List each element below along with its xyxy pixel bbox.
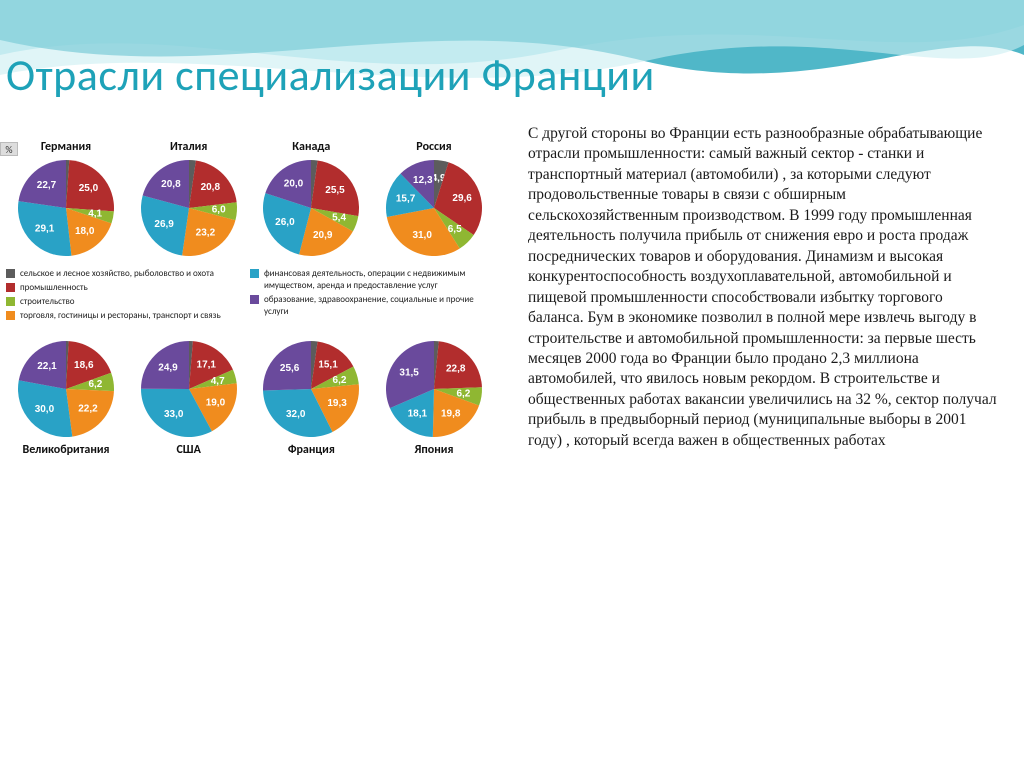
pie-cell: 0,918,66,222,230,022,1Великобритания	[6, 339, 126, 457]
legend-column: финансовая деятельность, операции с недв…	[250, 268, 494, 325]
pie-country-title: США	[129, 443, 249, 457]
legend-item: сельское и лесное хозяйство, рыболовство…	[6, 268, 250, 280]
slice-label: 31,5	[399, 367, 419, 378]
slice-label: 22,1	[37, 360, 57, 371]
pie-cell: Канада2,225,55,420,926,020,0	[251, 140, 371, 258]
page-title: Отрасли специализации Франции	[6, 48, 655, 102]
pie-chart: 1,317,14,719,033,024,9	[139, 339, 239, 439]
legend-item: строительство	[6, 296, 250, 308]
legend-label: финансовая деятельность, операции с недв…	[264, 268, 494, 292]
pie-chart: 4,929,66,531,015,712,3	[384, 158, 484, 258]
slice-label: 29,6	[452, 193, 472, 204]
slice-label: 6,2	[333, 375, 347, 386]
legend-label: строительство	[20, 296, 75, 308]
legend-item: торговля, гостиницы и рестораны, транспо…	[6, 310, 250, 322]
pie-country-title: Россия	[374, 140, 494, 154]
slice-label: 20,8	[161, 179, 181, 190]
pie-country-title: Великобритания	[6, 443, 126, 457]
legend-swatch	[6, 283, 15, 292]
pie-country-title: Италия	[129, 140, 249, 154]
content-wrap: % Германия1,125,04,118,029,122,7Италия2,…	[0, 120, 1024, 760]
slice-label: 19,8	[441, 408, 461, 419]
slice-label: 19,3	[328, 398, 348, 409]
pie-chart: 2,215,16,219,332,025,6	[261, 339, 361, 439]
slice-label: 22,7	[37, 180, 57, 191]
slice-label: 26,0	[275, 217, 295, 228]
legend-swatch	[6, 311, 15, 320]
legend-label: образование, здравоохранение, социальные…	[264, 294, 494, 318]
legend-label: промышленность	[20, 282, 88, 294]
slice-label: 25,0	[79, 183, 99, 194]
text-area: С другой стороны во Франции есть разнооб…	[500, 120, 1024, 760]
pie-row: 0,918,66,222,230,022,1Великобритания1,31…	[6, 339, 494, 457]
slice-label: 33,0	[164, 409, 184, 420]
pie-cell: Германия1,125,04,118,029,122,7	[6, 140, 126, 258]
slice-label: 6,2	[88, 379, 102, 390]
pie-cell: Россия4,929,66,531,015,712,3	[374, 140, 494, 258]
pie-country-title: Франция	[251, 443, 371, 457]
slice-label: 29,1	[35, 223, 55, 234]
pie-country-title: Канада	[251, 140, 371, 154]
slice-label: 25,6	[280, 362, 300, 373]
slice-label: 15,7	[396, 194, 416, 205]
pie-cell: 1,317,14,719,033,024,9США	[129, 339, 249, 457]
slice-label: 31,0	[412, 230, 432, 241]
slice-label: 20,9	[313, 230, 333, 241]
legend-swatch	[250, 295, 259, 304]
legend-column: сельское и лесное хозяйство, рыболовство…	[6, 268, 250, 325]
legend-label: торговля, гостиницы и рестораны, транспо…	[20, 310, 221, 322]
slice-label: 18,6	[74, 359, 94, 370]
legend-swatch	[6, 297, 15, 306]
slice-label: 18,1	[408, 408, 428, 419]
slice-label: 19,0	[205, 397, 225, 408]
slice-label: 25,5	[326, 185, 346, 196]
slice-label: 24,9	[158, 362, 178, 373]
legend-label: сельское и лесное хозяйство, рыболовство…	[20, 268, 214, 280]
slice-label: 23,2	[195, 227, 215, 238]
chart-area: % Германия1,125,04,118,029,122,7Италия2,…	[0, 120, 500, 760]
slice-label: 15,1	[319, 359, 339, 370]
slice-label: 30,0	[35, 404, 55, 415]
slice-label: 6,2	[456, 388, 470, 399]
legend-item: финансовая деятельность, операции с недв…	[250, 268, 494, 292]
pie-chart: 2,320,86,023,226,920,8	[139, 158, 239, 258]
slice-label: 20,0	[284, 179, 304, 190]
slice-label: 12,3	[413, 175, 433, 186]
pie-chart: 0,918,66,222,230,022,1	[16, 339, 116, 439]
percent-badge: %	[0, 142, 18, 156]
slice-label: 22,8	[446, 363, 466, 374]
legend-item: промышленность	[6, 282, 250, 294]
slice-label: 26,9	[154, 219, 174, 230]
pie-cell: Италия2,320,86,023,226,920,8	[129, 140, 249, 258]
legend: сельское и лесное хозяйство, рыболовство…	[6, 268, 494, 325]
pie-chart: 1,622,86,219,818,131,5	[384, 339, 484, 439]
pie-chart: 2,225,55,420,926,020,0	[261, 158, 361, 258]
slice-label: 6,0	[211, 205, 225, 216]
legend-item: образование, здравоохранение, социальные…	[250, 294, 494, 318]
legend-swatch	[6, 269, 15, 278]
pie-country-title: Германия	[6, 140, 126, 154]
pie-cell: 2,215,16,219,332,025,6Франция	[251, 339, 371, 457]
slice-label: 32,0	[286, 409, 306, 420]
slice-label: 17,1	[196, 359, 216, 370]
pie-cell: 1,622,86,219,818,131,5Япония	[374, 339, 494, 457]
slice-label: 22,2	[78, 403, 98, 414]
pie-country-title: Япония	[374, 443, 494, 457]
slice-label: 20,8	[200, 182, 220, 193]
slice-label: 18,0	[75, 226, 95, 237]
legend-swatch	[250, 269, 259, 278]
pie-row: Германия1,125,04,118,029,122,7Италия2,32…	[6, 140, 494, 258]
pie-chart: 1,125,04,118,029,122,7	[16, 158, 116, 258]
body-paragraph: С другой стороны во Франции есть разнооб…	[528, 124, 1000, 451]
